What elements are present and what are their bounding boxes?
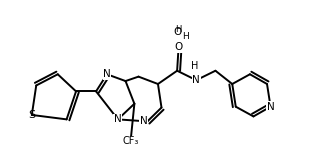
- Text: N: N: [193, 75, 200, 85]
- Text: N: N: [140, 116, 147, 127]
- Text: CF₃: CF₃: [122, 136, 139, 146]
- Text: N: N: [114, 114, 122, 124]
- Text: N: N: [267, 102, 275, 112]
- Text: O: O: [174, 42, 183, 52]
- Text: N: N: [103, 69, 111, 79]
- Text: H: H: [191, 61, 199, 71]
- Text: S: S: [28, 110, 36, 120]
- Text: H: H: [175, 25, 182, 34]
- Text: H: H: [182, 32, 189, 41]
- Text: O: O: [173, 27, 182, 37]
